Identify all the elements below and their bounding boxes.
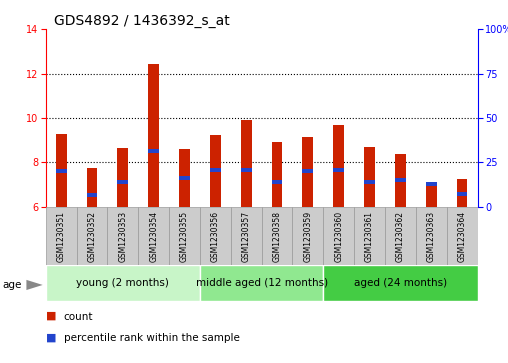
Bar (262, 207, 293, 265)
Bar (457, 192, 467, 196)
Bar (364, 180, 375, 184)
Bar (86, 168, 98, 207)
Bar (200, 265, 323, 301)
Bar (354, 207, 385, 265)
Bar (117, 148, 128, 207)
Bar (46, 207, 77, 265)
Bar (426, 184, 437, 207)
Text: GSM1230362: GSM1230362 (396, 211, 405, 262)
Text: GSM1230353: GSM1230353 (118, 211, 128, 262)
Text: GSM1230364: GSM1230364 (458, 211, 467, 262)
Bar (333, 125, 344, 207)
Bar (416, 207, 447, 265)
Bar (107, 207, 138, 265)
Bar (293, 207, 323, 265)
Text: aged (24 months): aged (24 months) (354, 278, 447, 288)
Bar (457, 179, 467, 207)
Bar (241, 120, 251, 207)
Bar (323, 265, 478, 301)
Bar (395, 154, 406, 207)
Text: percentile rank within the sample: percentile rank within the sample (64, 333, 239, 343)
Bar (148, 149, 159, 153)
Bar (169, 207, 200, 265)
Bar (302, 169, 313, 174)
Bar (447, 207, 478, 265)
Bar (148, 64, 159, 207)
Bar (210, 135, 221, 207)
Text: ■: ■ (46, 311, 56, 321)
Text: GSM1230354: GSM1230354 (149, 211, 158, 262)
Bar (364, 147, 375, 207)
Bar (117, 180, 128, 184)
Bar (426, 182, 437, 185)
Bar (46, 265, 200, 301)
Bar (333, 168, 344, 172)
Text: ■: ■ (46, 333, 56, 343)
Bar (272, 142, 282, 207)
Text: count: count (64, 311, 93, 322)
Text: GDS4892 / 1436392_s_at: GDS4892 / 1436392_s_at (54, 14, 230, 28)
Text: GSM1230358: GSM1230358 (272, 211, 281, 262)
Text: GSM1230361: GSM1230361 (365, 211, 374, 262)
Bar (56, 169, 67, 174)
Text: GSM1230359: GSM1230359 (303, 211, 312, 262)
Text: GSM1230356: GSM1230356 (211, 211, 220, 262)
Text: GSM1230360: GSM1230360 (334, 211, 343, 262)
Text: middle aged (12 months): middle aged (12 months) (196, 278, 328, 288)
Text: GSM1230351: GSM1230351 (56, 211, 66, 262)
Text: GSM1230357: GSM1230357 (242, 211, 251, 262)
Bar (179, 176, 190, 180)
Bar (272, 180, 282, 184)
Bar (385, 207, 416, 265)
Polygon shape (26, 280, 43, 290)
Bar (56, 134, 67, 207)
Bar (77, 207, 107, 265)
Bar (395, 178, 406, 182)
Text: young (2 months): young (2 months) (76, 278, 169, 288)
Text: age: age (3, 280, 22, 290)
Bar (138, 207, 169, 265)
Bar (179, 149, 190, 207)
Bar (86, 193, 98, 197)
Bar (302, 137, 313, 207)
Text: GSM1230352: GSM1230352 (87, 211, 97, 262)
Text: GSM1230363: GSM1230363 (427, 211, 436, 262)
Bar (241, 168, 251, 172)
Bar (200, 207, 231, 265)
Bar (231, 207, 262, 265)
Text: GSM1230355: GSM1230355 (180, 211, 189, 262)
Bar (323, 207, 354, 265)
Bar (210, 168, 221, 172)
